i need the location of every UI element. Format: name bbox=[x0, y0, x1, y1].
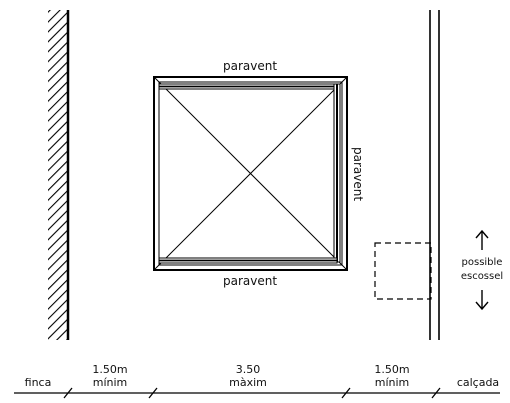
dimension-line bbox=[14, 387, 500, 399]
tick-mark bbox=[148, 387, 158, 399]
label-paravent-bottom: paravent bbox=[223, 274, 277, 288]
label-paravent-top: paravent bbox=[223, 59, 277, 73]
dim-value: 1.50m bbox=[92, 363, 127, 376]
scaffold-dashed-area bbox=[374, 242, 432, 300]
arrow-up-icon bbox=[475, 229, 489, 250]
label-scaffold-line1: possible bbox=[462, 257, 503, 268]
tick-mark bbox=[63, 387, 73, 399]
module-square bbox=[153, 76, 348, 271]
tick-mark bbox=[341, 387, 351, 399]
windscreen-top bbox=[158, 83, 338, 90]
arrow-down-icon bbox=[475, 290, 489, 311]
dim-label-calcada: calçada bbox=[457, 376, 499, 389]
label-scaffold-line2: escossel bbox=[461, 271, 503, 282]
dim-label-finca: finca bbox=[25, 376, 52, 389]
windscreen-right bbox=[333, 83, 341, 263]
windscreen-bottom bbox=[158, 257, 338, 264]
dim-value: 1.50m bbox=[374, 363, 409, 376]
tick-mark bbox=[431, 387, 441, 399]
sidewalk-edge bbox=[429, 10, 440, 340]
dim-qualifier: màxim bbox=[229, 376, 267, 389]
dim-qualifier: mínim bbox=[93, 376, 128, 389]
dim-qualifier: mínim bbox=[375, 376, 410, 389]
label-paravent-right: paravent bbox=[351, 147, 365, 201]
boundary-wall bbox=[48, 10, 70, 340]
dim-value: 3.50 bbox=[236, 363, 261, 376]
